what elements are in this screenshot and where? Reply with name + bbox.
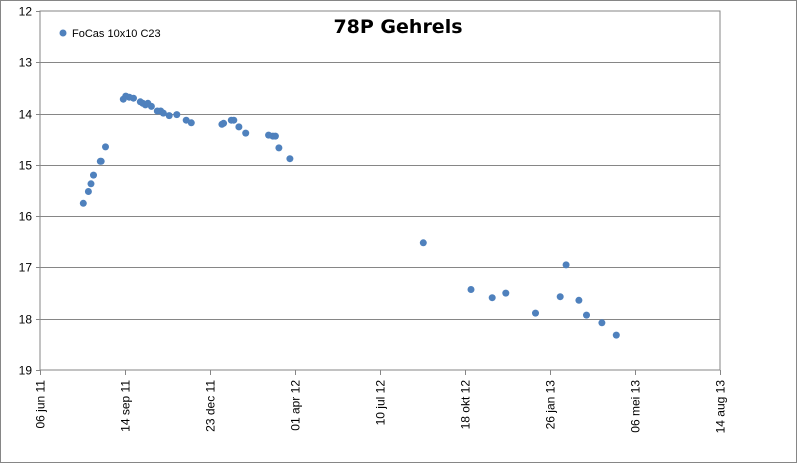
data-point	[612, 331, 620, 339]
y-tick-label: 19	[19, 364, 33, 378]
data-point	[419, 239, 427, 247]
data-point	[488, 294, 496, 302]
plot-area	[39, 10, 721, 371]
data-point	[556, 293, 564, 301]
x-tick-label: 14 aug 13	[714, 380, 728, 434]
legend-marker	[59, 29, 67, 37]
x-tick-label: 01 apr 12	[289, 380, 303, 431]
data-point	[575, 296, 583, 304]
data-point	[467, 286, 475, 293]
data-point	[130, 94, 137, 102]
x-tick-label: 26 jan 13	[544, 380, 558, 430]
data-point	[532, 309, 539, 317]
data-point	[147, 102, 155, 110]
x-tick-label: 14 sep 11	[119, 380, 133, 432]
data-point	[97, 157, 105, 165]
legend: FoCas 10x10 C23	[59, 28, 161, 40]
y-tick-label: 12	[19, 5, 33, 19]
legend-label: FoCas 10x10 C23	[72, 28, 161, 40]
chart-title: 78P Gehrels	[333, 16, 462, 38]
data-point	[235, 123, 243, 131]
data-point	[562, 261, 570, 269]
data-point	[84, 188, 92, 195]
data-point	[220, 119, 228, 127]
x-tick-label: 23 dec 11	[204, 380, 218, 432]
y-tick-label: 13	[19, 56, 33, 70]
data-point	[90, 171, 97, 179]
x-tick-label: 10 jul 12	[374, 380, 388, 426]
data-point	[583, 311, 590, 319]
x-tick-label: 06 mei 13	[629, 380, 643, 433]
data-point	[87, 180, 95, 188]
data-point	[102, 143, 109, 151]
data-point	[275, 144, 283, 152]
data-point	[286, 155, 294, 163]
y-tick-label: 14	[19, 108, 33, 122]
y-tick-label: 15	[19, 159, 33, 173]
data-point	[502, 289, 510, 297]
y-tick-label: 17	[19, 261, 33, 275]
data-point	[165, 112, 173, 120]
x-tick-label: 18 okt 12	[459, 380, 473, 430]
data-point	[173, 111, 181, 119]
data-point	[230, 116, 238, 124]
data-point	[79, 199, 87, 207]
data-point	[271, 132, 279, 140]
x-tick-label: 06 jun 11	[34, 380, 48, 429]
data-point	[598, 319, 606, 327]
y-tick-label: 18	[19, 313, 33, 327]
data-point	[159, 109, 167, 117]
data-point	[242, 129, 250, 137]
y-tick-label: 16	[19, 210, 33, 224]
data-point	[187, 119, 195, 127]
